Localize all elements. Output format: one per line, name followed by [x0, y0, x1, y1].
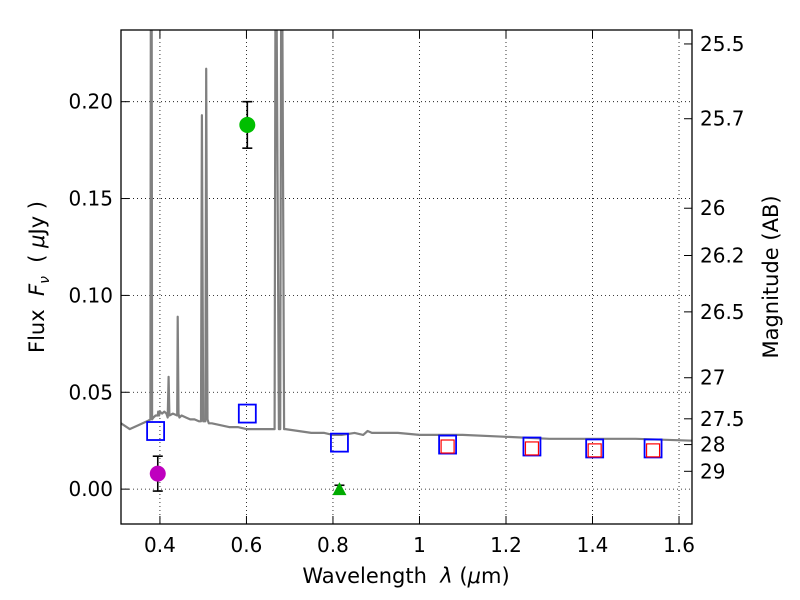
y2-tick-label: 26 [700, 196, 725, 220]
x-tick-label: 1.4 [577, 533, 609, 557]
model-flux-square [330, 432, 349, 453]
upper-limit-triangle [332, 482, 347, 496]
y2-tick-label: 29 [700, 459, 725, 483]
x-tick-label: 1 [413, 533, 426, 557]
model-spectrum-layer [121, 30, 692, 442]
marker-layer [146, 100, 663, 496]
model-spectrum-line [121, 30, 692, 442]
model-flux-square [237, 403, 257, 424]
y2-tick-label: 27.5 [700, 407, 745, 431]
observed-flux-square [524, 441, 540, 456]
y-tick-label: 0.15 [68, 187, 113, 211]
observed-flux-square [587, 443, 602, 458]
tick-labels: 0.4 0.6 0.8 1 1.2 1.4 1.6 0.00 0.05 0.10 0.15 0.20 2… [68, 32, 744, 557]
observed-flux-point [239, 116, 256, 133]
x-tick-label: 0.6 [231, 533, 263, 557]
y2-axis-label: Magnitude (AB) [759, 195, 783, 358]
y-tick-label: 0.20 [68, 90, 113, 114]
x-tick-label: 1.2 [490, 533, 522, 557]
observed-flux-point [149, 465, 166, 482]
y-tick-label: 0.05 [68, 380, 113, 404]
y-axis-label: Flux Fν ( μJy ) [25, 201, 53, 353]
y2-tick-label: 25.5 [700, 32, 745, 56]
y2-tick-label: 26.5 [700, 300, 745, 324]
x-axis-label: Wavelength λ (μm) [302, 564, 509, 588]
tick-marks [121, 30, 692, 524]
y2-tick-label: 25.7 [700, 107, 745, 131]
observed-flux-square [440, 439, 455, 454]
observed-flux-square [645, 443, 661, 458]
model-flux-square [146, 421, 166, 441]
y2-tick-label: 26.2 [700, 243, 745, 267]
y-tick-label: 0.00 [68, 477, 113, 501]
y-tick-label: 0.10 [68, 283, 113, 307]
x-tick-label: 1.6 [663, 533, 695, 557]
y2-tick-label: 27 [700, 366, 725, 390]
x-tick-label: 0.4 [144, 533, 176, 557]
x-tick-label: 0.8 [317, 533, 349, 557]
y2-tick-label: 28 [700, 433, 725, 457]
plot-frame [120, 29, 693, 525]
